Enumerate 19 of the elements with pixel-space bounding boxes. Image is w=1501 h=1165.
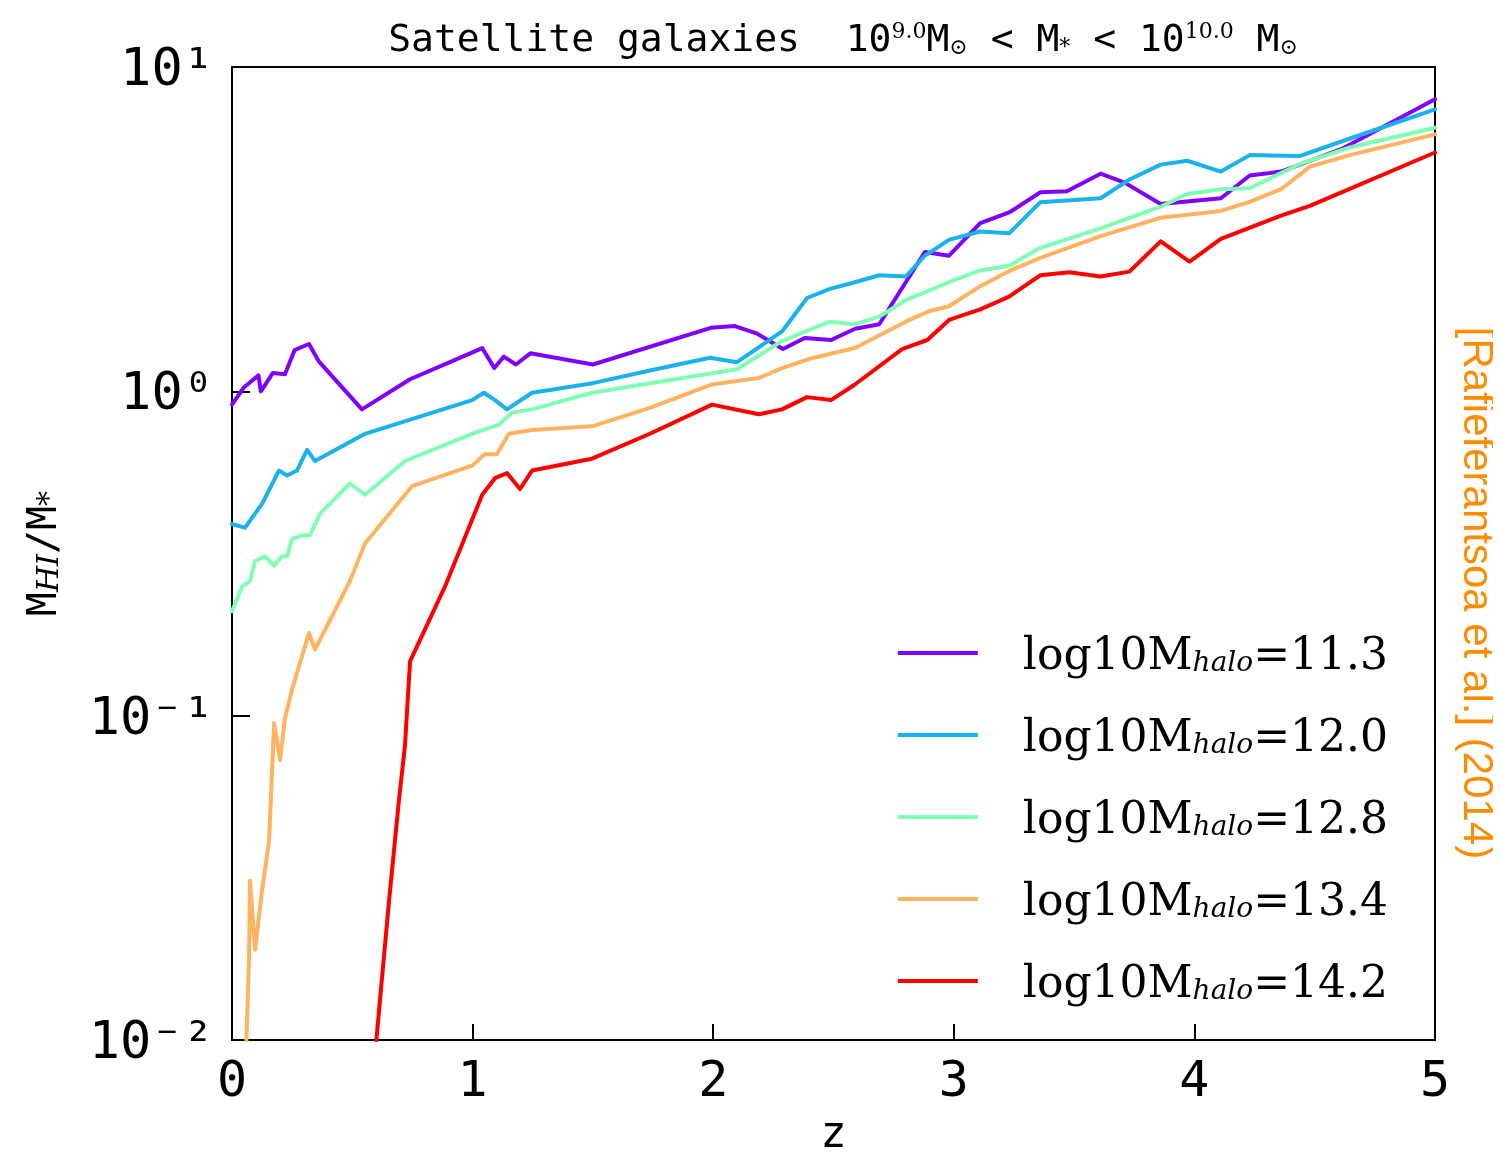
line-series xyxy=(230,125,1437,614)
line-series xyxy=(230,107,1437,530)
y-tick-label: 10⁻¹ xyxy=(88,685,214,746)
y-tick-label: 10⁻² xyxy=(88,1010,214,1071)
x-tick-label: 3 xyxy=(938,1050,969,1109)
legend-label: log10Mhalo=12.8 xyxy=(1022,791,1389,843)
x-axis-title: z xyxy=(820,1105,847,1157)
x-tick-label: 1 xyxy=(457,1050,488,1109)
legend-label: log10Mhalo=13.4 xyxy=(1022,873,1389,925)
x-tick-label: 0 xyxy=(216,1050,248,1109)
legend-label: log10Mhalo=11.3 xyxy=(1022,627,1389,679)
x-tick-label: 4 xyxy=(1179,1050,1210,1109)
x-tick-label: 5 xyxy=(1419,1050,1451,1109)
x-tick-label: 2 xyxy=(698,1050,729,1109)
legend-label: log10Mhalo=12.0 xyxy=(1022,709,1389,761)
y-tick-label: 10⁰ xyxy=(120,361,214,422)
legend-label: log10Mhalo=14.2 xyxy=(1022,955,1389,1007)
y-tick-label: 10¹ xyxy=(120,37,214,97)
y-axis-title: MHI/M* xyxy=(19,490,65,617)
